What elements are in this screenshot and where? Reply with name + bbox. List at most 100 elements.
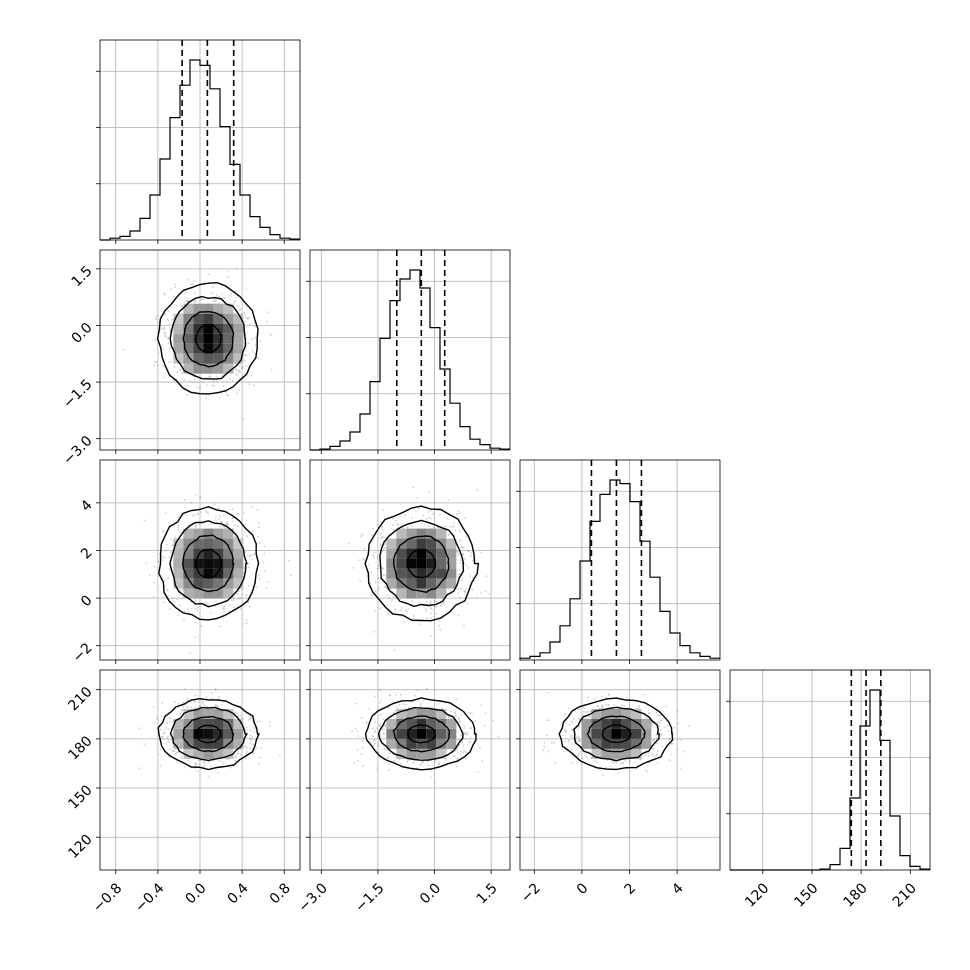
density-cell	[406, 728, 417, 739]
scatter-point	[245, 726, 248, 729]
scatter-point	[480, 551, 483, 554]
scatter-point	[459, 734, 462, 737]
density-cell	[396, 528, 407, 539]
scatter-point	[463, 590, 466, 593]
scatter-point	[232, 516, 234, 519]
scatter-point	[167, 319, 170, 322]
density-cell	[416, 558, 427, 569]
density-cell	[213, 363, 224, 374]
contour-3	[364, 697, 477, 771]
scatter-point	[196, 386, 199, 389]
scatter-point	[656, 750, 659, 753]
scatter-point	[601, 705, 604, 708]
density-cell	[203, 528, 214, 539]
density-cell	[193, 538, 204, 549]
scatter-point	[206, 511, 209, 514]
scatter-point	[262, 561, 265, 564]
scatter-point	[177, 703, 180, 705]
scatter-point	[175, 304, 178, 307]
scatter-point	[459, 750, 462, 753]
scatter-point	[437, 761, 440, 764]
scatter-point	[163, 331, 166, 334]
scatter-point	[613, 704, 616, 706]
scatter-point	[362, 764, 364, 767]
scatter-point	[617, 771, 620, 774]
scatter-point	[205, 601, 208, 604]
density-cell	[213, 718, 224, 729]
scatter-point	[162, 327, 165, 330]
scatter-point	[372, 727, 374, 730]
scatter-point	[651, 723, 654, 726]
scatter-point	[166, 543, 168, 546]
scatter-point	[384, 541, 387, 544]
scatter-point	[238, 369, 241, 372]
density-cell	[621, 728, 632, 739]
scatter-point	[382, 718, 385, 721]
scatter-point	[382, 547, 385, 550]
density-cell	[436, 728, 447, 739]
scatter-point	[462, 744, 465, 746]
scatter-point	[382, 568, 385, 570]
density-cell	[233, 548, 244, 559]
xtick-label-1-1: −1.5	[352, 880, 387, 915]
scatter-point	[655, 737, 658, 740]
axes-frame	[309, 249, 511, 451]
contour-3	[364, 505, 480, 622]
scatter-point	[290, 574, 292, 576]
density-cell	[406, 538, 417, 549]
scatter-point	[651, 754, 654, 757]
scatter-point	[377, 577, 380, 579]
scatter-point	[583, 707, 585, 709]
scatter-point	[434, 502, 437, 505]
scatter-point	[187, 610, 190, 613]
scatter-point	[170, 545, 173, 547]
scatter-point	[176, 598, 179, 600]
scatter-point	[169, 718, 172, 720]
axes-frame	[309, 459, 511, 661]
scatter-point	[169, 328, 171, 331]
scatter-point	[241, 366, 244, 369]
scatter-point	[225, 521, 228, 524]
density-cell	[426, 728, 437, 739]
scatter-point	[564, 730, 567, 733]
density-cell	[406, 588, 417, 599]
density-cell	[426, 708, 437, 719]
scatter-point	[609, 765, 612, 768]
scatter-point	[437, 763, 440, 766]
xtick-label-1-3: 1.5	[474, 880, 501, 907]
scatter-point	[457, 716, 460, 719]
scatter-point	[386, 749, 389, 751]
scatter-point	[578, 718, 581, 720]
scatter-point	[253, 325, 256, 328]
xtick-label-1-2: 0.0	[417, 880, 444, 907]
ytick-label-2-1: 0	[78, 592, 96, 610]
scatter-point	[237, 752, 240, 755]
scatter-point	[430, 608, 433, 611]
scatter-point	[238, 597, 241, 600]
scatter-point	[658, 721, 661, 724]
scatter-point	[242, 512, 245, 515]
density-cell	[223, 343, 234, 354]
scatter-point	[214, 605, 217, 608]
scatter-point	[671, 742, 674, 745]
density-cell	[233, 313, 244, 324]
density-cell	[183, 748, 194, 759]
scatter-point	[156, 716, 159, 718]
scatter-point	[470, 551, 473, 554]
scatter-point	[597, 705, 599, 707]
scatter-point	[168, 322, 171, 325]
scatter-point	[233, 755, 235, 758]
scatter-point	[386, 707, 389, 709]
scatter-point	[569, 735, 572, 738]
density-cell	[193, 343, 204, 354]
scatter-point	[682, 750, 685, 753]
density-cell	[641, 738, 652, 749]
density-cell	[406, 708, 417, 719]
scatter-point	[157, 364, 159, 367]
scatter-point	[239, 365, 241, 367]
scatter-point	[183, 619, 185, 621]
scatter-point	[660, 729, 663, 731]
scatter-point	[194, 525, 197, 528]
scatter-point	[585, 755, 587, 758]
scatter-point	[251, 554, 253, 556]
